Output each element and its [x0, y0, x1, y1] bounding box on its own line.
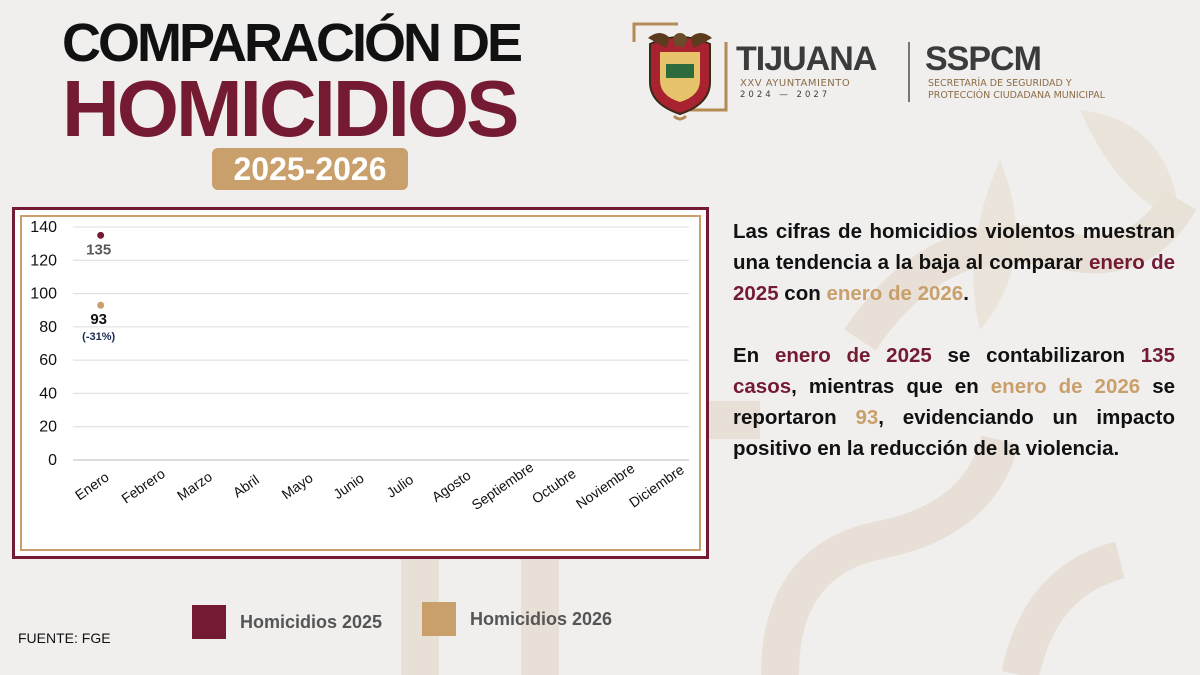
x-tick-label: Mayo [279, 469, 316, 502]
description-paragraph-1: Las cifras de homicidios violentos muest… [733, 216, 1175, 309]
desc-highlight-2025: enero de 2025 [774, 344, 932, 367]
x-tick-label: Octubre [529, 465, 579, 507]
y-tick-label: 80 [39, 319, 57, 336]
legend-swatch-2026 [422, 602, 456, 636]
desc-text: con [778, 282, 827, 305]
y-tick-label: 40 [39, 385, 57, 402]
change-annotation: (-31%) [82, 331, 115, 343]
desc-text: En [733, 344, 775, 367]
x-tick-label: Enero [72, 469, 112, 504]
x-tick-label: Diciembre [626, 461, 687, 510]
city-name: TIJUANA [736, 40, 877, 78]
desc-highlight-count: 93 [855, 406, 879, 429]
y-tick-label: 20 [39, 419, 57, 436]
legend-swatch-2025 [192, 605, 226, 639]
legend-item-2025: Homicidios 2025 [192, 604, 382, 640]
data-label: 135 [86, 241, 111, 258]
title-line1: COMPARACIÓN DE [62, 13, 523, 73]
agency-subtitle-line1: SECRETARÍA DE SEGURIDAD Y [928, 78, 1072, 89]
desc-text: se contabilizaron [931, 344, 1141, 367]
agency-subtitle-line2: PROTECCIÓN CIUDADANA MUNICIPAL [928, 90, 1105, 101]
desc-text: , evidenciando un impacto positivo en la… [733, 406, 1175, 460]
agency-name: SSPCM [925, 40, 1042, 78]
x-tick-label: Abril [230, 471, 262, 500]
desc-text: . [963, 282, 969, 305]
data-point [97, 231, 105, 239]
x-tick-label: Febrero [118, 465, 168, 506]
legend-item-2026: Homicidios 2026 [422, 601, 612, 637]
logo-divider [908, 42, 910, 102]
x-tick-label: Agosto [429, 467, 474, 505]
desc-text: se reportaron [733, 375, 1175, 429]
x-tick-label: Junio [330, 470, 367, 502]
desc-highlight-2026: enero de 2026 [990, 375, 1141, 398]
description-paragraph-2: En enero de 2025 se contabilizaron 135 c… [733, 340, 1175, 464]
homicides-chart: 0 20 40 60 80 100 120 140 Enero Febrero Marzo Abril… [30, 219, 689, 513]
data-label: 93 [90, 311, 107, 328]
desc-highlight-2025: enero de 2025 [733, 251, 1175, 305]
description: Las cifras de homicidios violentos muest… [733, 216, 1175, 495]
y-tick-label: 140 [30, 219, 57, 236]
chart-inner-border [20, 215, 701, 551]
desc-text: , mientras que en [791, 375, 991, 398]
x-tick-label: Julio [383, 471, 416, 501]
desc-text: Las cifras de homicidios violentos muest… [733, 220, 1175, 274]
x-tick-label: Septiembre [469, 459, 537, 513]
y-tick-label: 120 [30, 252, 57, 269]
city-years: 2024 — 2027 [740, 90, 831, 100]
source-note: FUENTE: FGE [18, 630, 111, 646]
title-line2: HOMICIDIOS [62, 64, 519, 153]
legend-label-2026: Homicidios 2026 [470, 608, 613, 629]
tijuana-coat-of-arms-icon [632, 22, 728, 121]
desc-highlight-2026: enero de 2026 [826, 282, 964, 305]
y-tick-label: 0 [48, 452, 57, 469]
logo-block: TIJUANA XXV AYUNTAMIENTO 2024 — 2027 SSP… [630, 20, 1160, 130]
chart-frame: 0 20 40 60 80 100 120 140 Enero Febrero Marzo Abril… [12, 207, 709, 559]
x-tick-label: Marzo [174, 468, 215, 504]
data-point [97, 301, 105, 309]
agency-subtitle: SECRETARÍA DE SEGURIDAD Y PROTECCIÓN CIU… [928, 78, 1168, 102]
x-tick-label: Noviembre [573, 460, 638, 512]
y-tick-label: 100 [30, 286, 57, 303]
year-range-badge: 2025-2026 [212, 148, 408, 190]
legend-label-2025: Homicidios 2025 [240, 611, 383, 632]
city-subtitle: XXV AYUNTAMIENTO [740, 78, 851, 89]
y-tick-label: 60 [39, 352, 57, 369]
desc-highlight-cases: 135 casos [733, 344, 1175, 398]
